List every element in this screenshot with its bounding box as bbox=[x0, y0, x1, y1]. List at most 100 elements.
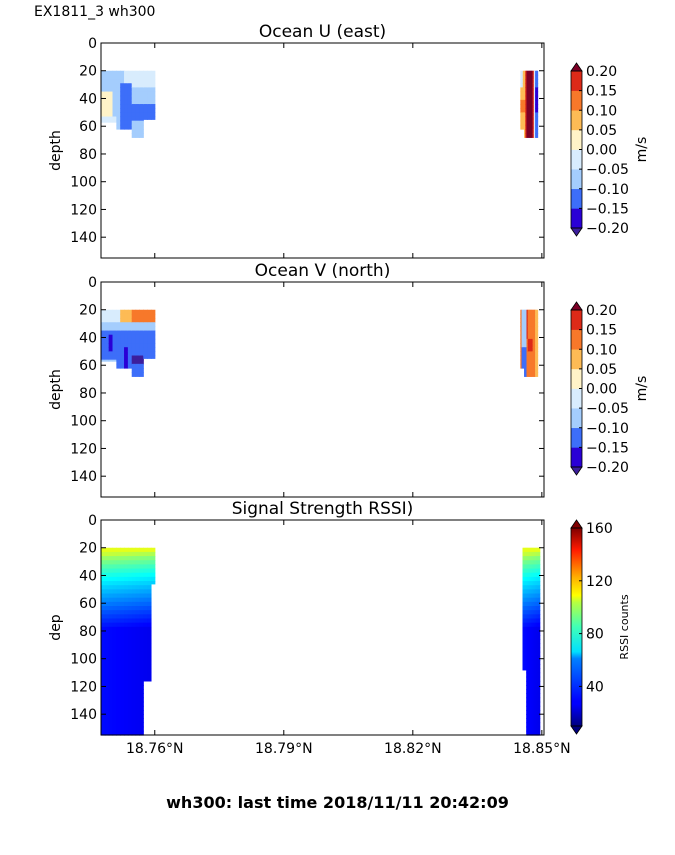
field-cell bbox=[139, 597, 144, 603]
field-cell bbox=[139, 116, 144, 122]
field-cell bbox=[101, 91, 106, 97]
field-cell bbox=[537, 564, 540, 570]
field-cell bbox=[530, 338, 533, 344]
field-cell bbox=[528, 108, 531, 113]
field-cell bbox=[525, 99, 528, 105]
field-cell bbox=[537, 626, 540, 632]
field-cell bbox=[527, 74, 530, 80]
field-cell bbox=[537, 606, 540, 611]
field-cell bbox=[108, 83, 114, 88]
field-cell bbox=[537, 697, 540, 703]
field-cell bbox=[120, 643, 125, 649]
field-cell bbox=[112, 112, 117, 118]
field-cell bbox=[524, 334, 526, 340]
field-cell bbox=[531, 112, 534, 118]
field-cell bbox=[527, 83, 530, 88]
field-cell bbox=[534, 676, 537, 682]
field-cell bbox=[528, 99, 531, 105]
colorbar-extend-max bbox=[570, 62, 583, 72]
field-cell bbox=[521, 318, 524, 323]
field-cell bbox=[120, 626, 125, 632]
field-cell bbox=[143, 668, 148, 674]
field-cell bbox=[523, 560, 526, 565]
field-cell bbox=[108, 322, 114, 327]
field-cell bbox=[112, 589, 117, 595]
field-cell bbox=[150, 551, 156, 557]
field-cell bbox=[120, 601, 125, 607]
field-cell bbox=[112, 576, 117, 582]
colorbar-tick-label: 0.15 bbox=[586, 323, 617, 339]
field-cell bbox=[135, 104, 140, 109]
field-cell bbox=[108, 556, 114, 561]
panel-title: Signal Strength RSSI) bbox=[232, 499, 414, 519]
field-cell bbox=[529, 643, 532, 649]
field-cell bbox=[534, 714, 537, 719]
field-cell bbox=[147, 334, 152, 340]
field-cell bbox=[127, 672, 133, 678]
field-cell bbox=[108, 660, 114, 665]
field-cell bbox=[139, 330, 144, 336]
field-cell bbox=[521, 330, 524, 336]
field-cell bbox=[101, 322, 106, 327]
field-cell bbox=[526, 564, 529, 570]
field-cell bbox=[536, 710, 538, 715]
colorbar-segment bbox=[571, 447, 582, 468]
field-cell bbox=[526, 626, 529, 632]
field-cell bbox=[538, 610, 541, 615]
field-cell bbox=[531, 622, 533, 628]
field-cell bbox=[116, 74, 121, 80]
field-cell bbox=[131, 322, 137, 327]
field-cells bbox=[101, 309, 539, 377]
field-cell bbox=[537, 585, 540, 590]
field-cell bbox=[533, 581, 536, 586]
field-cell bbox=[525, 74, 528, 80]
field-cell bbox=[536, 347, 539, 352]
field-cell bbox=[124, 568, 129, 574]
field-cell bbox=[108, 672, 114, 678]
field-cell bbox=[120, 635, 125, 640]
field-cell bbox=[520, 343, 523, 348]
field-cell bbox=[524, 112, 526, 118]
field-cell bbox=[139, 730, 144, 736]
field-cell bbox=[131, 618, 137, 624]
field-cell bbox=[104, 83, 110, 88]
field-cell bbox=[530, 326, 533, 332]
field-cell bbox=[520, 99, 523, 105]
colorbar-tick-label: 160 bbox=[586, 521, 613, 537]
field-cell bbox=[535, 368, 537, 373]
field-cell bbox=[112, 322, 117, 327]
field-cell bbox=[116, 112, 121, 118]
field-cell bbox=[531, 626, 533, 632]
field-cell bbox=[112, 685, 117, 690]
field-cell bbox=[135, 91, 140, 97]
field-cell bbox=[529, 726, 532, 732]
y-tick-label: 40 bbox=[79, 91, 97, 107]
field-cell bbox=[135, 714, 140, 719]
field-cell bbox=[104, 116, 110, 122]
field-cell bbox=[523, 660, 526, 665]
field-cell bbox=[127, 104, 133, 109]
field-cell bbox=[521, 95, 524, 101]
field-cell bbox=[112, 730, 117, 736]
field-cell bbox=[147, 309, 152, 315]
field-cell bbox=[538, 606, 541, 611]
field-cell bbox=[535, 326, 537, 332]
field-cell bbox=[143, 606, 148, 611]
field-cell bbox=[120, 124, 125, 130]
field-cell bbox=[112, 343, 117, 348]
field-cell bbox=[527, 680, 530, 686]
field-cell bbox=[124, 630, 129, 636]
colorbar-segment bbox=[571, 349, 582, 370]
field-cell bbox=[135, 120, 140, 126]
field-cell bbox=[535, 334, 537, 340]
colorbar-segment bbox=[571, 149, 582, 170]
field-cell bbox=[530, 112, 533, 118]
field-cell bbox=[104, 95, 110, 101]
field-cell bbox=[531, 635, 533, 640]
field-cell bbox=[531, 79, 534, 84]
field-cell bbox=[143, 547, 148, 553]
field-cell bbox=[143, 589, 148, 595]
field-cell bbox=[139, 351, 144, 357]
colorbar-extend-min bbox=[570, 466, 583, 476]
field-cell bbox=[101, 668, 106, 674]
